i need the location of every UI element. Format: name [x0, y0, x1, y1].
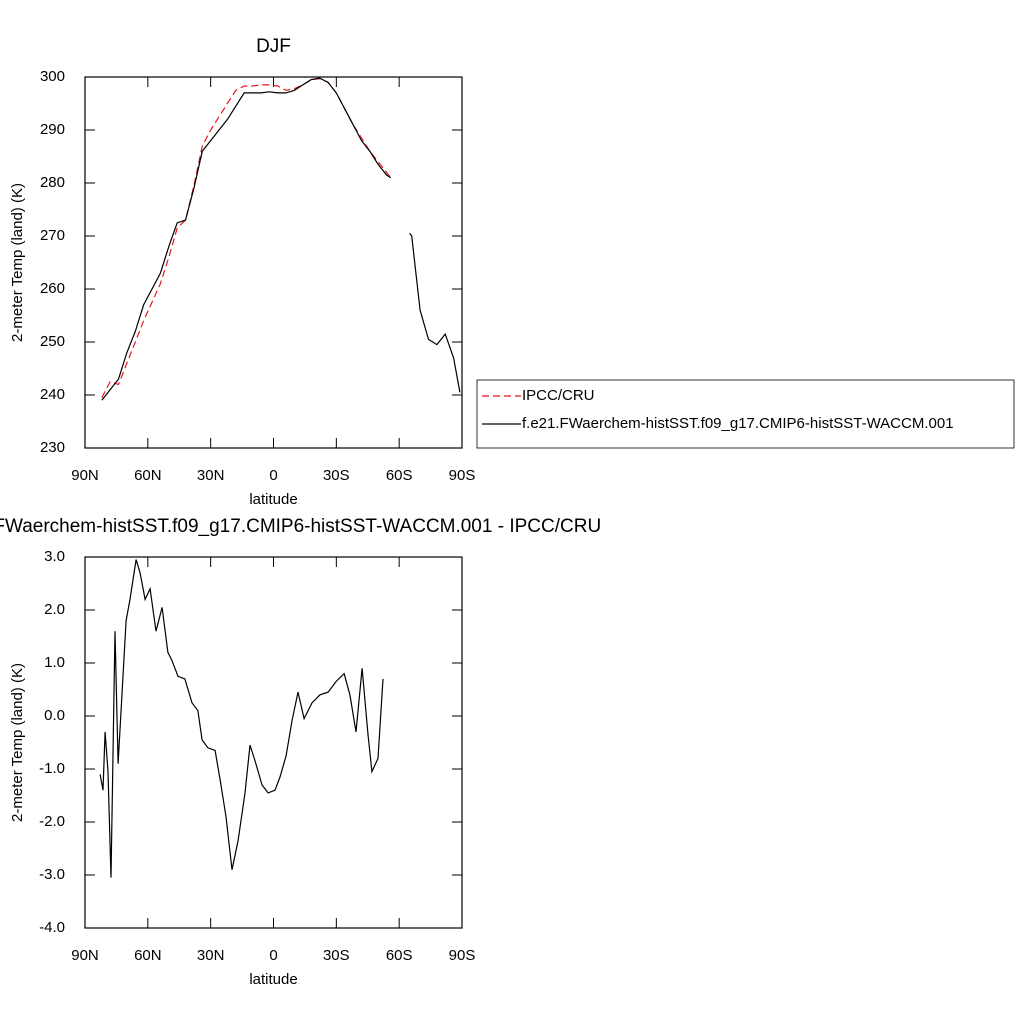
y-tick-label: -4.0 [39, 919, 65, 936]
plot-frame [84, 556, 463, 929]
x-tick-label: 60S [386, 467, 413, 484]
y-tick-label: 240 [40, 386, 65, 403]
chart-title: f.e21.FWaerchem-histSST.f09_g17.CMIP6-hi… [0, 516, 601, 537]
x-tick-label: 60N [134, 467, 162, 484]
x-tick-label: 60N [134, 947, 162, 964]
y-tick-label: 0.0 [44, 707, 65, 724]
data-line [101, 77, 461, 401]
y-tick-label: 270 [40, 227, 65, 244]
x-axis-label: latitude [249, 491, 297, 508]
y-tick-label: 300 [40, 68, 65, 85]
legend-box [476, 379, 1015, 449]
x-tick-label: 90S [449, 947, 476, 964]
y-tick-label: 2.0 [44, 601, 65, 618]
x-tick-label: 60S [386, 947, 413, 964]
y-tick-label: 250 [40, 333, 65, 350]
legend-label: IPCC/CRU [522, 387, 595, 404]
x-tick-label: 90N [71, 947, 99, 964]
y-tick-label: 230 [40, 439, 65, 456]
x-axis-label: latitude [249, 971, 297, 988]
x-tick-label: 0 [269, 467, 277, 484]
x-tick-label: 90N [71, 467, 99, 484]
x-tick-label: 0 [269, 947, 277, 964]
y-axis-label: 2-meter Temp (land) (K) [9, 183, 26, 342]
legend-label: f.e21.FWaerchem-histSST.f09_g17.CMIP6-hi… [522, 415, 954, 432]
plot-frame [84, 76, 463, 449]
x-tick-label: 30N [197, 947, 225, 964]
y-tick-label: 1.0 [44, 654, 65, 671]
y-axis-label: 2-meter Temp (land) (K) [9, 663, 26, 822]
x-tick-label: 90S [449, 467, 476, 484]
y-tick-label: -3.0 [39, 866, 65, 883]
x-tick-label: 30N [197, 467, 225, 484]
y-tick-label: 280 [40, 174, 65, 191]
data-line [99, 559, 384, 878]
x-tick-label: 30S [323, 947, 350, 964]
y-tick-label: -2.0 [39, 813, 65, 830]
x-tick-label: 30S [323, 467, 350, 484]
data-line [101, 77, 392, 398]
chart-title: DJF [256, 36, 291, 57]
y-tick-label: 290 [40, 121, 65, 138]
y-tick-label: -1.0 [39, 760, 65, 777]
y-tick-label: 3.0 [44, 548, 65, 565]
y-tick-label: 260 [40, 280, 65, 297]
